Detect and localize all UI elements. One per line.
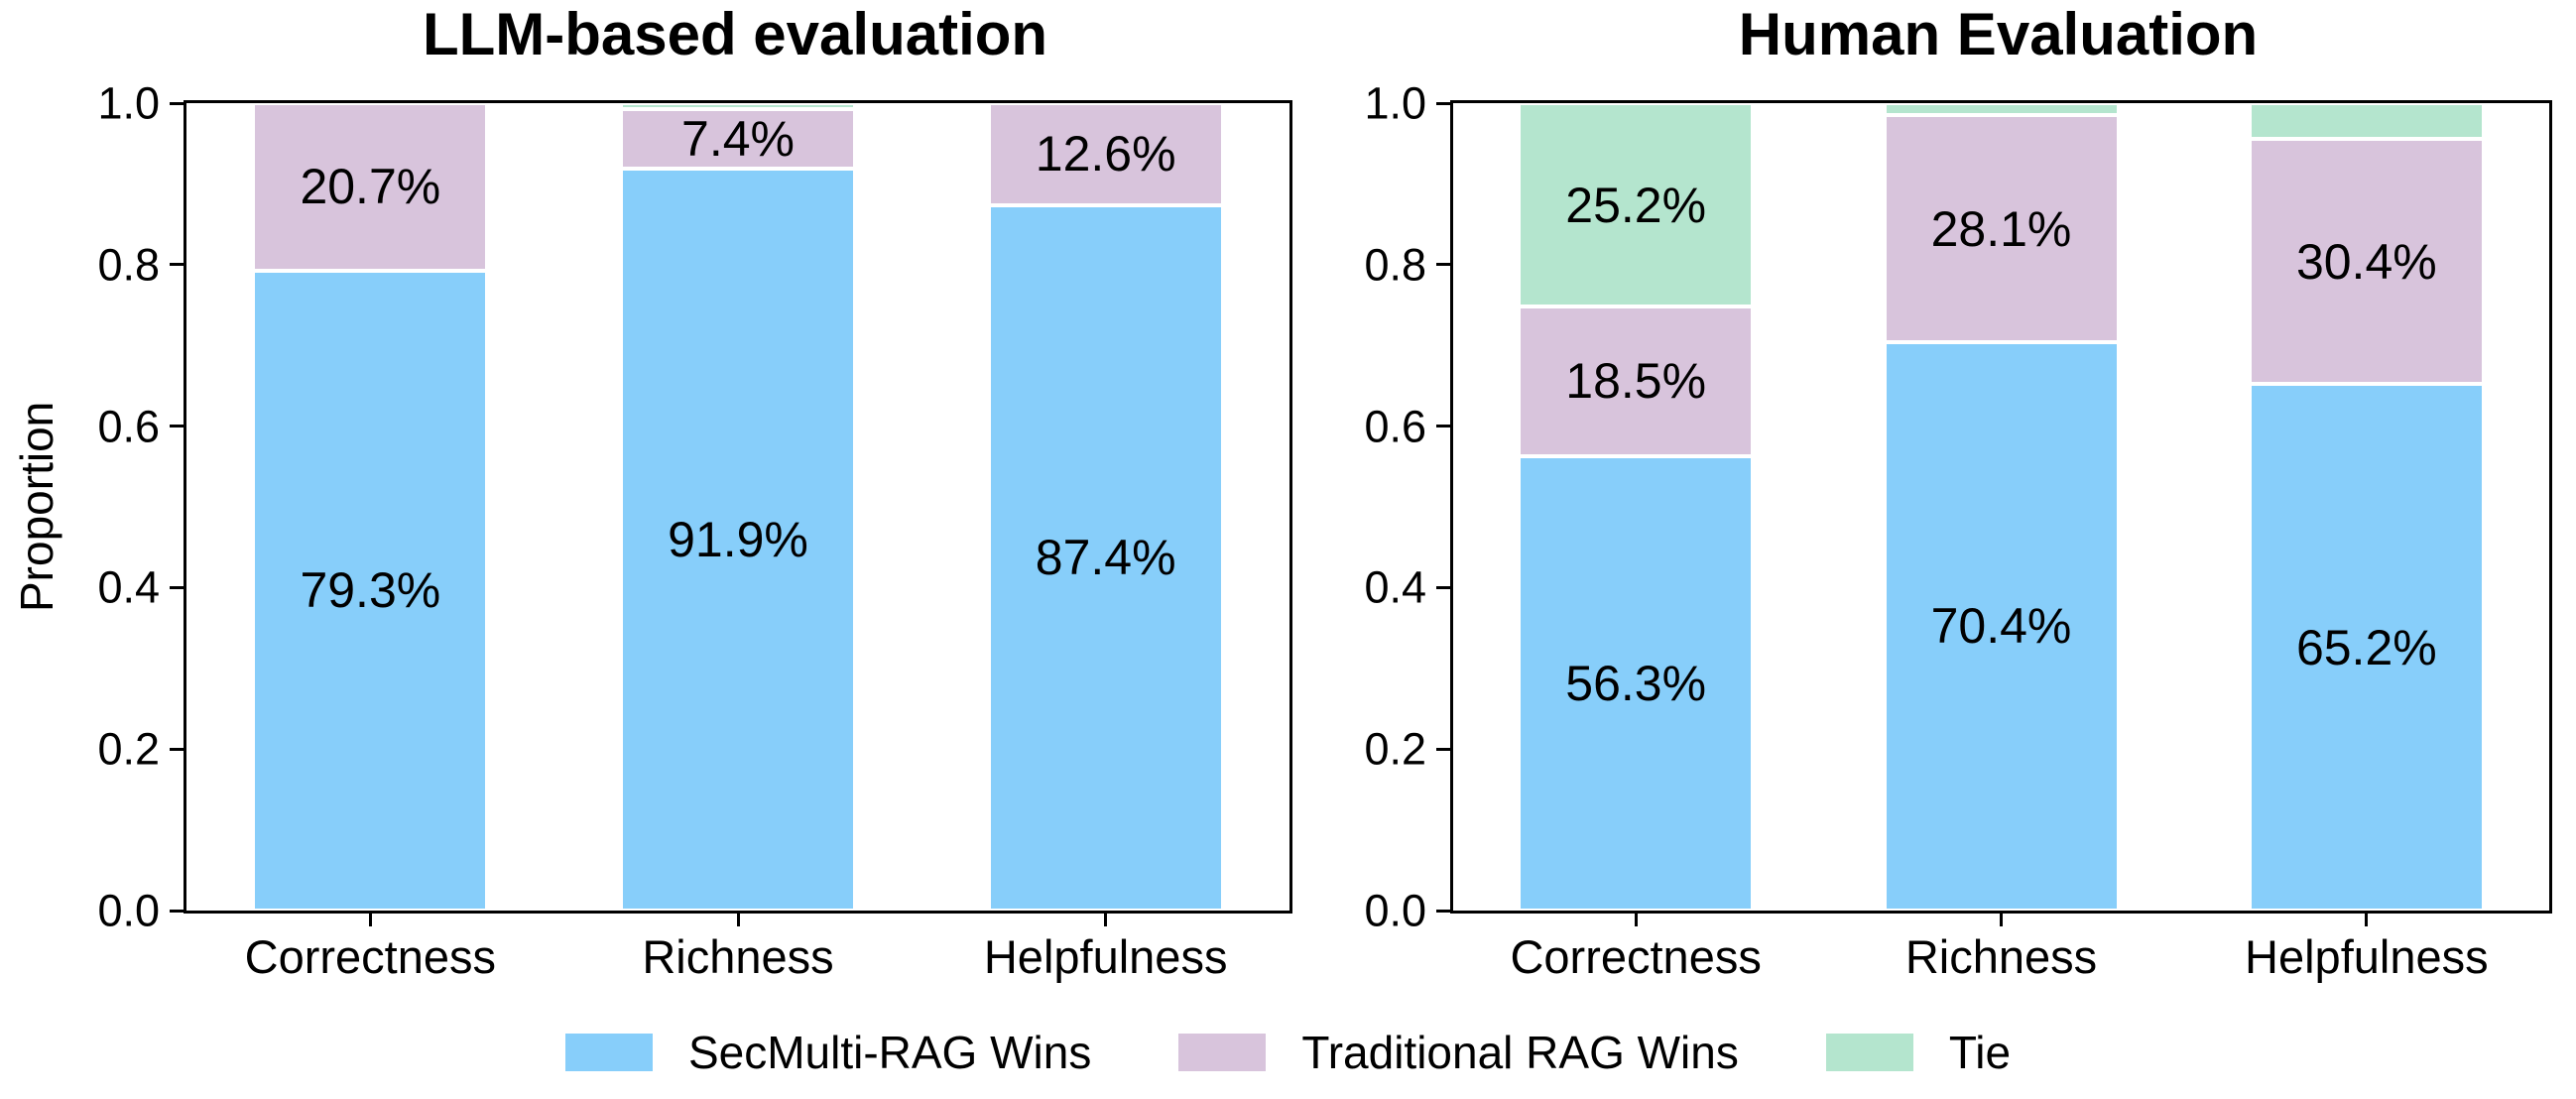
legend-swatch bbox=[1825, 1034, 1913, 1071]
bar-segment-traditional-rag-wins: 18.5% bbox=[1521, 306, 1752, 456]
bar-segment-secmulti-rag-wins: 65.2% bbox=[2251, 384, 2482, 911]
y-tick-label: 0.2 bbox=[1364, 723, 1426, 775]
y-tick-mark bbox=[1436, 425, 1450, 428]
y-tick-label: 1.0 bbox=[1364, 77, 1426, 129]
bar-segment-tie bbox=[2251, 103, 2482, 139]
bar-richness: 70.4% 28.1% bbox=[1886, 103, 2117, 911]
legend-label: SecMulti-RAG Wins bbox=[687, 1027, 1092, 1078]
bar-correctness: 56.3% 18.5% 25.2% bbox=[1521, 103, 1752, 911]
y-tick-label: 0.0 bbox=[97, 885, 160, 936]
bar-segment-label: 28.1% bbox=[1930, 200, 2072, 257]
bar-segment-label: 70.4% bbox=[1930, 598, 2072, 655]
legend-item-tie: Tie bbox=[1825, 1027, 2012, 1078]
y-tick-mark bbox=[170, 425, 184, 428]
legend-label: Tie bbox=[1948, 1027, 2012, 1078]
y-tick-mark bbox=[170, 747, 184, 751]
y-tick-label: 0.8 bbox=[97, 239, 160, 291]
bar-segment-label: 18.5% bbox=[1565, 353, 1707, 410]
x-tick-mark bbox=[736, 914, 740, 926]
plot-area-human-evaluation: 56.3% 18.5% 25.2% 70.4% 28.1% 65.2% 30.4% bbox=[1450, 100, 2552, 914]
bar-correctness: 79.3% 20.7% bbox=[255, 103, 486, 911]
bar-segment-label: 12.6% bbox=[1035, 126, 1176, 183]
y-tick-mark bbox=[1436, 909, 1450, 913]
y-axis-label: Proportion bbox=[11, 401, 62, 613]
bar-segment-secmulti-rag-wins: 70.4% bbox=[1886, 341, 2117, 911]
legend-item-traditional-rag-wins: Traditional RAG Wins bbox=[1178, 1030, 1739, 1075]
bar-segment-traditional-rag-wins: 30.4% bbox=[2251, 138, 2482, 385]
y-tick-label: 0.6 bbox=[97, 401, 160, 452]
bar-segment-label: 56.3% bbox=[1565, 655, 1707, 711]
y-tick-label: 1.0 bbox=[97, 77, 160, 129]
bar-segment-tie bbox=[623, 103, 853, 109]
bar-segment-secmulti-rag-wins: 91.9% bbox=[623, 168, 853, 911]
x-tick-label: Richness bbox=[1904, 930, 2098, 983]
bar-segment-label: 7.4% bbox=[681, 110, 795, 167]
x-tick-mark bbox=[2000, 914, 2003, 926]
y-tick-mark bbox=[1436, 101, 1450, 105]
x-tick-mark bbox=[2365, 914, 2369, 926]
legend-label: Traditional RAG Wins bbox=[1301, 1027, 1739, 1078]
legend: SecMulti-RAG Wins Traditional RAG Wins Tie bbox=[0, 1030, 2576, 1075]
y-tick-mark bbox=[1436, 747, 1450, 751]
x-tick-mark bbox=[1634, 914, 1638, 926]
bar-segment-secmulti-rag-wins: 56.3% bbox=[1521, 455, 1752, 911]
bar-helpfulness: 65.2% 30.4% bbox=[2251, 103, 2482, 911]
y-tick-label: 0.8 bbox=[1364, 239, 1426, 291]
bar-segment-tie bbox=[1886, 103, 2117, 116]
y-tick-label: 0.4 bbox=[97, 561, 160, 613]
y-tick-mark bbox=[170, 585, 184, 589]
plot-area-llm-evaluation: 79.3% 20.7% 91.9% 7.4% 87.4% 12.6% bbox=[184, 100, 1292, 914]
bar-helpfulness: 87.4% 12.6% bbox=[990, 103, 1221, 911]
x-tick-label: Helpfulness bbox=[2245, 930, 2489, 983]
bar-segment-label: 91.9% bbox=[668, 511, 808, 567]
bar-segment-secmulti-rag-wins: 79.3% bbox=[255, 270, 486, 911]
bar-segment-label: 65.2% bbox=[2295, 619, 2437, 675]
y-tick-label: 0.0 bbox=[1364, 885, 1426, 936]
legend-swatch bbox=[564, 1034, 653, 1071]
x-tick-label: Correctness bbox=[244, 930, 497, 983]
chart-title-llm-evaluation: LLM-based evaluation bbox=[422, 1, 1048, 67]
bar-segment-label: 20.7% bbox=[300, 159, 441, 215]
bar-richness: 91.9% 7.4% bbox=[623, 103, 853, 911]
bar-segment-traditional-rag-wins: 12.6% bbox=[990, 103, 1221, 205]
x-tick-mark bbox=[1104, 914, 1108, 926]
chart-title-human-evaluation: Human Evaluation bbox=[1738, 1, 2259, 67]
y-tick-label: 0.2 bbox=[97, 723, 160, 775]
bar-segment-label: 87.4% bbox=[1035, 530, 1176, 586]
x-tick-label: Correctness bbox=[1510, 930, 1762, 983]
bar-segment-label: 25.2% bbox=[1565, 177, 1707, 233]
y-tick-label: 0.6 bbox=[1364, 401, 1426, 452]
x-tick-label: Richness bbox=[642, 930, 834, 983]
bar-segment-label: 30.4% bbox=[2295, 233, 2437, 290]
y-tick-mark bbox=[170, 909, 184, 913]
y-tick-mark bbox=[170, 263, 184, 267]
bar-segment-traditional-rag-wins: 7.4% bbox=[623, 108, 853, 169]
legend-swatch bbox=[1178, 1034, 1267, 1071]
y-tick-mark bbox=[170, 101, 184, 105]
bar-segment-secmulti-rag-wins: 87.4% bbox=[990, 204, 1221, 911]
x-tick-mark bbox=[368, 914, 372, 926]
bar-segment-label: 79.3% bbox=[300, 562, 441, 619]
y-tick-mark bbox=[1436, 263, 1450, 267]
bar-segment-traditional-rag-wins: 28.1% bbox=[1886, 115, 2117, 342]
legend-item-secmulti-rag-wins: SecMulti-RAG Wins bbox=[564, 1027, 1092, 1078]
y-tick-label: 0.4 bbox=[1364, 561, 1426, 613]
x-tick-label: Helpfulness bbox=[983, 930, 1228, 983]
bar-segment-tie: 25.2% bbox=[1521, 103, 1752, 307]
y-tick-mark bbox=[1436, 585, 1450, 589]
bar-segment-traditional-rag-wins: 20.7% bbox=[255, 103, 486, 271]
